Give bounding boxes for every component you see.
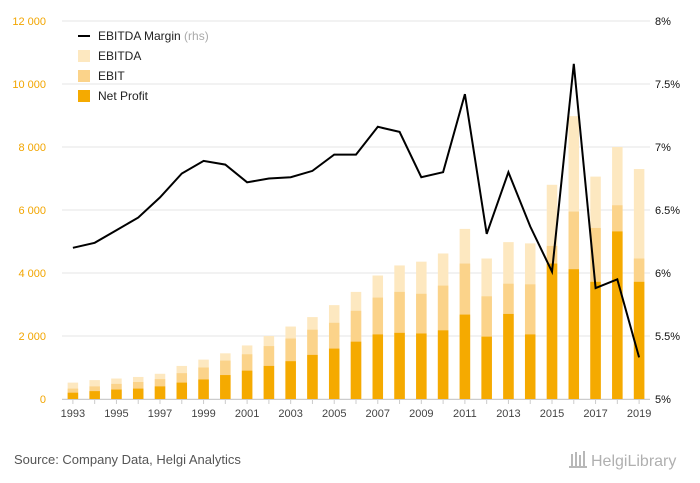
bar: [241, 370, 253, 399]
x-tick-label: 2015: [540, 408, 564, 420]
x-tick-label: 2009: [409, 408, 433, 420]
legend-label-suffix: (rhs): [181, 29, 209, 43]
bar: [459, 314, 471, 399]
bar: [111, 389, 122, 399]
y-right-tick-label: 7.5%: [655, 79, 680, 91]
bar: [176, 382, 188, 399]
x-tick-label: 1993: [61, 408, 85, 420]
x-tick-label: 2007: [366, 408, 390, 420]
legend-item: EBIT: [78, 69, 125, 83]
y-right-tick-label: 6.5%: [655, 205, 680, 217]
y-right-tick-label: 5%: [655, 394, 671, 406]
legend-label: EBITDA: [98, 49, 141, 63]
y-left-tick-label: 10 000: [12, 79, 46, 91]
bar: [524, 334, 536, 399]
bar: [568, 269, 580, 399]
library-icon: [569, 451, 587, 468]
series-net-profit: [67, 231, 645, 399]
bar: [481, 336, 492, 399]
source-text: Source: Company Data, Helgi Analytics: [14, 452, 241, 467]
y-left-tick-label: 12 000: [12, 16, 46, 28]
legend-label: EBIT: [98, 69, 125, 83]
bar: [612, 231, 623, 399]
bar: [307, 354, 318, 399]
logo-text: HelgiLibrary: [591, 453, 676, 470]
legend-item: EBITDA Margin (rhs): [78, 29, 209, 43]
y-left-tick-label: 8 000: [18, 142, 46, 154]
y-left-tick-label: 0: [40, 394, 46, 406]
bar: [220, 375, 231, 399]
right-axis: 5% 5.5% 6% 6.5% 7% 7.5% 8%: [655, 16, 680, 406]
x-axis: 1993 1995 1997 1999 2001 2003 2005 2007 2009 2011…: [61, 399, 651, 420]
x-tick-label: 2005: [322, 408, 346, 420]
bar: [633, 281, 645, 399]
legend-square-marker: [78, 50, 90, 62]
bar: [416, 333, 427, 399]
y-right-tick-label: 6%: [655, 268, 671, 280]
line-series: [72, 63, 641, 358]
bar: [89, 391, 100, 399]
logo: HelgiLibrary: [569, 451, 676, 470]
bar: [372, 334, 384, 399]
grid-lines: [62, 20, 650, 400]
bar: [503, 313, 514, 399]
y-left-tick-label: 4 000: [18, 268, 46, 280]
ebitda-margin-line: [72, 63, 641, 358]
bar: [67, 392, 79, 399]
y-right-tick-label: 7%: [655, 142, 671, 154]
legend-item: EBITDA: [78, 49, 141, 63]
bar: [263, 365, 275, 399]
y-right-tick-label: 5.5%: [655, 331, 680, 343]
bar: [154, 386, 166, 399]
bar: [590, 281, 601, 399]
y-left-tick-label: 6 000: [18, 205, 46, 217]
bar: [328, 348, 340, 399]
x-tick-label: 2001: [235, 408, 259, 420]
bar-series: [67, 116, 645, 399]
x-tick-label: 2003: [278, 408, 302, 420]
bar: [394, 332, 405, 399]
bar: [350, 341, 362, 399]
x-tick-label: 2011: [453, 408, 477, 420]
bar: [546, 263, 558, 399]
legend: EBITDA Margin (rhs) EBITDA EBIT Net Profit: [78, 29, 209, 103]
x-tick-label: 2013: [496, 408, 520, 420]
bar: [285, 361, 296, 399]
legend-label: EBITDA Margin (rhs): [98, 29, 209, 43]
legend-item: Net Profit: [78, 89, 149, 103]
y-right-tick-label: 8%: [655, 16, 671, 28]
x-tick-label: 2019: [627, 408, 651, 420]
bar: [198, 379, 209, 399]
legend-square-marker: [78, 70, 90, 82]
x-tick-label: 1995: [104, 408, 128, 420]
x-tick-label: 2017: [583, 408, 607, 420]
x-tick-label: 1999: [191, 408, 215, 420]
left-axis: 0 2 000 4 000 6 000 8 000 10 000 12 000: [12, 16, 46, 406]
bar: [132, 388, 144, 399]
legend-square-marker: [78, 90, 90, 102]
x-tick-label: 1997: [148, 408, 172, 420]
bar: [437, 330, 449, 399]
legend-label: Net Profit: [98, 89, 149, 103]
y-left-tick-label: 2 000: [18, 331, 46, 343]
